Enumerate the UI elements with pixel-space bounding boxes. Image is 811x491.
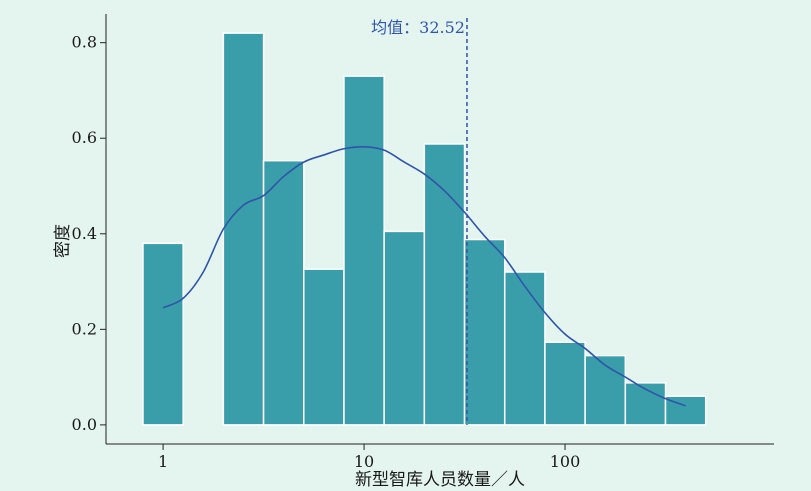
y-tick-label: 0.8 [72, 33, 97, 52]
x-tick-label: 100 [550, 452, 581, 471]
y-tick-label: 0.6 [72, 128, 97, 147]
x-tick-label: 1 [158, 452, 168, 471]
histogram-bar [544, 341, 586, 426]
histogram-bar [142, 242, 184, 426]
y-tick-label: 0.0 [72, 415, 97, 434]
kde-curve [162, 145, 686, 407]
histogram-bar [303, 268, 345, 426]
x-axis-title: 新型智库人员数量／人 [355, 470, 525, 490]
y-axis-ticks: 0.0 0.2 0.4 0.6 0.8 [72, 33, 106, 434]
x-axis-ticks: 1 10 100 [158, 444, 580, 471]
histogram-bar [383, 230, 426, 426]
histogram-bar [343, 75, 385, 426]
histogram-bars [142, 32, 707, 426]
x-tick-label: 10 [354, 452, 374, 471]
histogram-bar [222, 32, 265, 426]
histogram-bar [584, 354, 627, 426]
histogram-bar [503, 271, 546, 426]
histogram-bar [423, 143, 466, 426]
y-tick-label: 0.4 [72, 224, 97, 243]
mean-label: 均值：32.52 [371, 18, 465, 37]
histogram-bar [262, 159, 305, 426]
histogram-bar [463, 238, 506, 426]
y-tick-label: 0.2 [72, 319, 97, 338]
y-axis-title: 密度 [53, 224, 73, 258]
axes [105, 14, 774, 445]
